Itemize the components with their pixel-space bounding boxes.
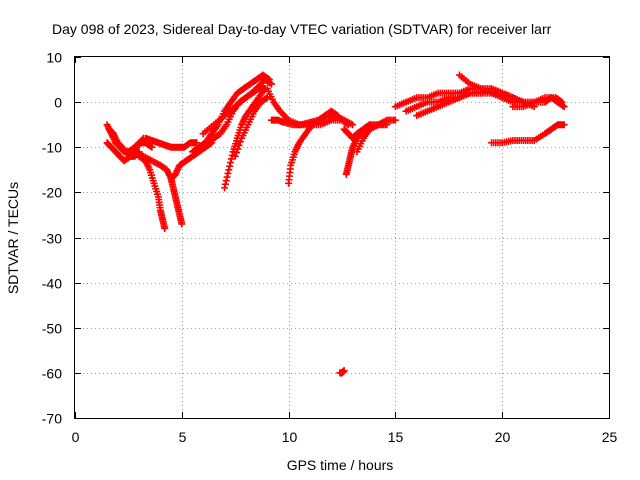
data-point [235, 141, 243, 149]
data-point [340, 367, 348, 375]
chart-title: Day 098 of 2023, Sidereal Day-to-day VTE… [52, 21, 552, 37]
y-tick-label: 10 [46, 50, 62, 66]
x-tick-label: 5 [179, 429, 187, 445]
data-series-arc-b [103, 134, 147, 165]
y-tick-label: -10 [42, 140, 62, 156]
data-point [178, 220, 186, 228]
data-series-arc-k [231, 94, 271, 160]
data-series-arc-g [167, 139, 216, 183]
y-axis-title: SDTVAR / TECUs [5, 182, 21, 294]
x-tick-label: 15 [388, 429, 404, 445]
x-axis-title: GPS time / hours [287, 457, 394, 473]
data-series-arc-v [455, 71, 566, 106]
data-point [349, 121, 357, 129]
data-point [236, 138, 244, 146]
data-point [332, 111, 340, 119]
data-series-arc-c [105, 125, 143, 160]
data-series-arc-o [285, 107, 342, 187]
plot-area [103, 71, 568, 377]
data-point [268, 80, 276, 88]
data-point [225, 166, 233, 174]
data-point [226, 162, 234, 170]
y-tick-label: 0 [54, 95, 62, 111]
data-series-arc-x [488, 121, 568, 147]
data-point [227, 159, 235, 167]
data-point [148, 143, 156, 151]
data-point [147, 142, 155, 150]
data-point [224, 169, 232, 177]
y-tick-label: -60 [42, 366, 62, 382]
data-point [391, 116, 399, 124]
y-tick-label: -70 [42, 411, 62, 427]
data-point [222, 177, 230, 185]
grid [75, 57, 609, 418]
data-series-arc-n [268, 112, 357, 129]
data-point [193, 139, 201, 147]
y-tick-label: -50 [42, 321, 62, 337]
data-point [334, 112, 342, 120]
data-point [232, 149, 240, 157]
x-tick-label: 0 [72, 429, 80, 445]
data-point [223, 173, 231, 181]
axis-ticks: 0 5 10 15 20 25 10 0 -10 -20 -30 -40 -50 -60 -70 [42, 50, 618, 446]
x-tick-label: 10 [282, 429, 298, 445]
data-point [227, 155, 235, 163]
data-series-arc-f [141, 134, 201, 151]
y-tick-label: -40 [42, 276, 62, 292]
data-series-arc-y [336, 367, 348, 377]
data-series-arc-w [509, 94, 568, 111]
data-point [559, 102, 567, 110]
data-point [221, 184, 229, 192]
data-point [263, 94, 271, 102]
data-point [560, 121, 568, 129]
y-tick-label: -20 [42, 185, 62, 201]
data-point [221, 180, 229, 188]
data-point [161, 224, 169, 232]
plot-frame [74, 56, 610, 419]
x-tick-label: 25 [602, 429, 618, 445]
data-point [234, 145, 242, 153]
y-tick-label: -30 [42, 231, 62, 247]
data-series-arc-l [199, 76, 276, 138]
x-tick-label: 20 [495, 429, 511, 445]
data-series-arc-r [353, 116, 399, 156]
data-point [231, 152, 239, 160]
data-point [560, 103, 568, 111]
data-point [262, 95, 270, 103]
data-series-arc-q [342, 121, 374, 178]
data-point [266, 79, 274, 87]
